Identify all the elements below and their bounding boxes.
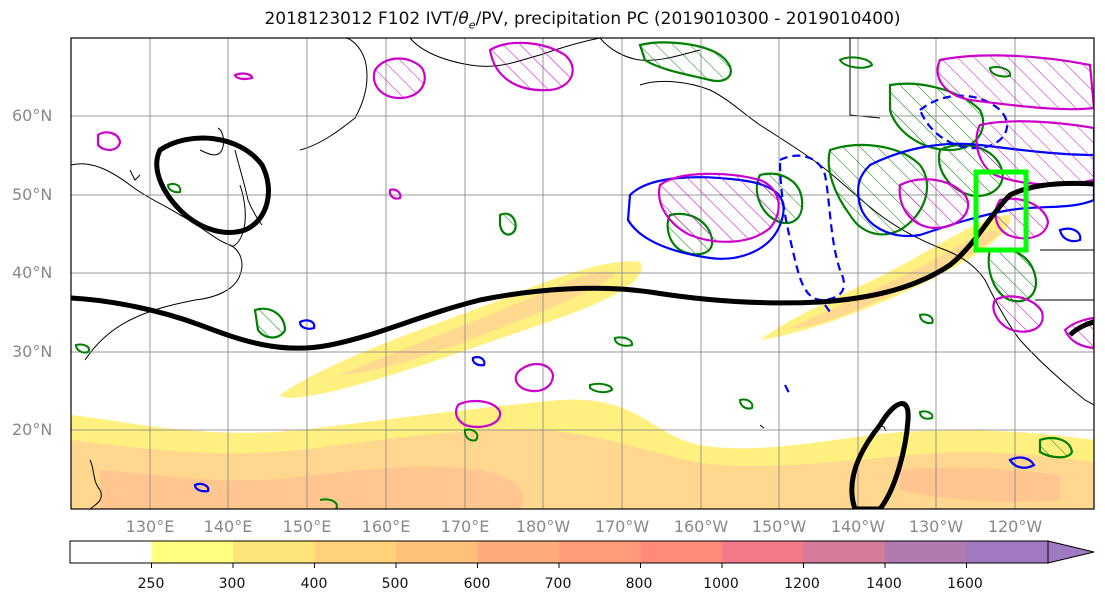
ivt-shading <box>71 215 1094 509</box>
colorbar-tick-label: 400 <box>300 576 328 592</box>
colorbar-tick-label: 700 <box>544 576 572 592</box>
lon-label: 140°W <box>830 517 886 536</box>
colorbar-segment <box>640 541 723 563</box>
colorbar-tick-label: 300 <box>218 576 246 592</box>
colorbar-tick-label: 600 <box>463 576 491 592</box>
lon-label: 140°E <box>203 517 253 536</box>
colorbar-tick-label: 1000 <box>703 576 739 592</box>
colorbar-segment <box>966 541 1049 563</box>
lat-label: 20°N <box>12 420 53 439</box>
lon-label: 170°E <box>440 517 490 536</box>
lon-label: 180°W <box>515 517 571 536</box>
map-area <box>71 38 1094 509</box>
colorbar-segment <box>151 541 234 563</box>
lon-label: 120°W <box>987 517 1043 536</box>
colorbar-tick-label: 1400 <box>866 576 902 592</box>
colorbar-segment <box>233 541 315 563</box>
colorbar-segment <box>477 541 560 563</box>
lon-label: 130°E <box>125 517 175 536</box>
precip-pc <box>372 41 1094 350</box>
colorbar-segment <box>396 541 478 563</box>
colorbar-tick-label: 1200 <box>784 576 820 592</box>
lon-label: 160°W <box>673 517 729 536</box>
lat-label: 50°N <box>12 185 53 204</box>
colorbar-segment <box>885 541 967 563</box>
ivt-band-upper-core <box>340 271 615 375</box>
map-frame <box>70 37 1095 510</box>
lat-label: 60°N <box>12 106 53 125</box>
colorbar-segment <box>803 541 886 563</box>
lat-label: 40°N <box>12 263 53 282</box>
ivt-tropical-high-2 <box>900 467 1060 502</box>
target-box <box>973 169 1029 253</box>
lon-label: 160°E <box>361 517 411 536</box>
colorbar-segment <box>559 541 641 563</box>
lon-label: 150°W <box>751 517 807 536</box>
colorbar-segment <box>722 541 804 563</box>
colorbar-extend-arrow <box>1047 540 1095 564</box>
colorbar-tick-label: 500 <box>381 576 409 592</box>
lon-label: 150°E <box>282 517 332 536</box>
colorbar-tick-label: 800 <box>625 576 653 592</box>
colorbar-tick-label: 1600 <box>947 576 983 592</box>
lon-label: 130°W <box>908 517 964 536</box>
colorbar <box>69 540 1095 568</box>
colorbar-segment <box>70 541 152 563</box>
colorbar-tick-label: 250 <box>137 576 165 592</box>
lat-label: 30°N <box>12 342 53 361</box>
lon-label: 170°W <box>594 517 650 536</box>
ivt-band-east-core <box>790 230 1000 329</box>
ivt-tropical-high <box>100 466 524 509</box>
precip-pc-outline <box>96 72 555 429</box>
colorbar-segment <box>314 541 397 563</box>
figure-title: 2018123012 F102 IVT/θe/PV, precipitation… <box>264 9 901 32</box>
ivt-band-east <box>760 215 1011 340</box>
